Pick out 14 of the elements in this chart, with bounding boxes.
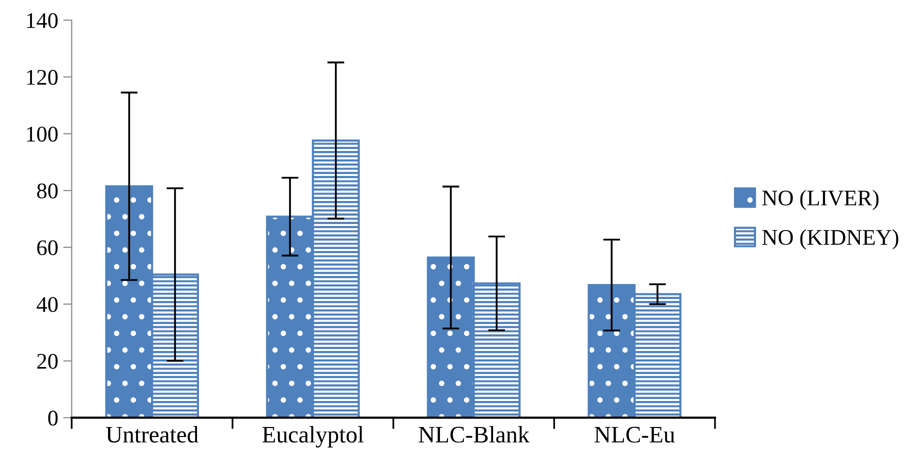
y-tick-label: 100 bbox=[27, 126, 58, 142]
legend-label: NO (KIDNEY) bbox=[762, 229, 898, 250]
x-tick-label: NLC-Blank bbox=[418, 426, 530, 443]
y-tick-label: 120 bbox=[27, 70, 58, 85]
legend-label: NO (LIVER) bbox=[762, 190, 879, 210]
y-tick-label: 80 bbox=[37, 183, 58, 198]
y-tick-label: 20 bbox=[37, 354, 58, 369]
x-tick-label: Eucalyptol bbox=[262, 426, 364, 448]
y-tick-label: 0 bbox=[48, 410, 58, 426]
y-tick-label: 40 bbox=[36, 297, 58, 312]
y-tick-label: 60 bbox=[37, 240, 58, 256]
x-tick-label: Untreated bbox=[106, 426, 198, 443]
y-tick-label: 140 bbox=[27, 13, 58, 28]
x-tick-label: NLC-Eu bbox=[594, 426, 675, 443]
